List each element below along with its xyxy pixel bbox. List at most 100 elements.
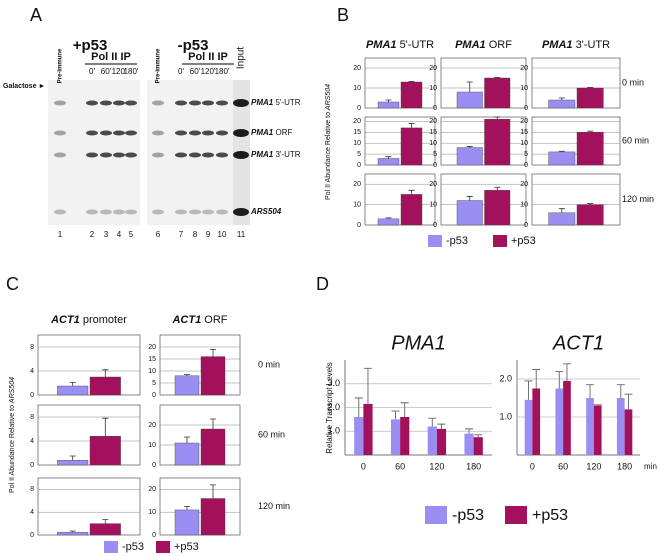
error-bar [210,418,216,429]
bar [400,417,410,455]
gene-name: PMA1 [542,39,573,51]
error-bar [466,81,473,92]
gel-band [202,130,214,136]
gene-name: ACT1 [171,314,201,326]
y-tick-label: 4 [30,368,34,375]
error-bar [385,217,392,219]
y-tick-label: 20 [429,118,437,125]
y-axis-title-gene: ARS504 [325,84,332,111]
x-tick-label: 120 [586,461,601,471]
gel-band [175,152,187,158]
y-tick-label: 20 [353,65,361,72]
legend-label: -p53 [446,235,468,247]
error-bar [210,349,216,357]
band-label: PMA1 3'-UTR [251,150,301,159]
gel-band [100,152,112,158]
gel-band [175,209,187,215]
chart-title: ACT1 [552,332,604,354]
gel-band [216,152,228,158]
column-title: ACT1 promoter [50,314,127,326]
y-axis-title-text: Pol II Abundance Relative to [325,112,332,200]
bar [400,194,423,226]
error-bar [494,116,501,120]
error-bar [586,384,595,398]
row-label: 120 min [622,194,654,204]
input-label: Input [236,47,247,69]
legend-label: +p53 [511,235,536,247]
gel-band [125,152,137,158]
y-tick-label: 8 [30,486,34,493]
bar [484,77,511,109]
bar [532,388,541,455]
y-axis-title: Pol II Abundance Relative to ARS504 [325,84,332,200]
y-tick-label: 20 [429,181,437,188]
gel-band [152,209,164,215]
time-label: 0' [178,67,184,76]
error-bar [558,208,565,213]
gel-band [86,130,98,136]
y-axis-title-gene: ARS504 [9,377,16,404]
gel-band [86,100,98,106]
error-bar [400,402,409,417]
gel-band [216,130,228,136]
y-tick-label: 10 [429,85,437,92]
y-tick-label: 0 [152,462,156,469]
y-tick-label: 0 [357,105,361,112]
gel-band [202,100,214,106]
y-tick-label: 15 [429,129,437,136]
ip-label: Pol II IP [188,51,228,63]
gel-band [113,100,125,106]
error-bar [465,428,474,434]
y-tick-label: 0 [30,532,34,539]
y-tick-label: 0 [524,162,528,169]
error-bar [69,455,76,461]
time-label: 0' [89,67,95,76]
error-bar [587,130,594,133]
gel-band [233,99,249,107]
legend-label: -p53 [452,507,484,524]
pre-immune-label: Pre-immune [58,48,64,83]
chart-title: PMA1 [391,332,445,354]
bar [456,200,483,226]
row-label: 60 min [622,135,649,145]
error-bar [69,530,76,533]
gel-band [54,100,66,106]
bar [174,509,200,536]
lane-number: 3 [104,230,109,239]
bar [464,433,474,455]
error-bar [558,97,565,100]
x-tick-label: 180 [466,461,481,471]
y-tick-label: 0 [433,162,437,169]
lane-number: 4 [117,230,122,239]
band-label: PMA1 5'-UTR [251,98,301,107]
gel-band [100,130,112,136]
gel-band [202,152,214,158]
legend-label: +p53 [532,507,568,524]
bar [89,523,121,536]
bar [427,426,437,455]
region-name: promoter [83,314,127,326]
y-tick-label: 5 [152,380,156,387]
error-bar [555,370,564,389]
y-tick-label: 20 [353,118,361,125]
y-tick-label: 10 [520,201,528,208]
bar [400,81,423,109]
column-title: PMA1 5'-UTR [366,39,434,51]
bar [456,147,483,166]
gel-band [175,100,187,106]
y-axis-title: Relative Transcript Levels [325,362,334,454]
error-bar [363,367,372,404]
lane-number: 9 [206,230,211,239]
error-bar [616,384,625,398]
gene-name: PMA1 [251,98,274,107]
error-bar [408,81,415,82]
gel-band [125,100,137,106]
lane-number: 1 [58,230,63,239]
time-label: 60' [101,67,112,76]
y-tick-label: 0 [524,105,528,112]
gel-band [175,130,187,136]
error-bar [587,87,594,88]
error-bar [474,434,483,438]
legend-swatch [104,541,118,553]
y-tick-label: 0 [433,105,437,112]
